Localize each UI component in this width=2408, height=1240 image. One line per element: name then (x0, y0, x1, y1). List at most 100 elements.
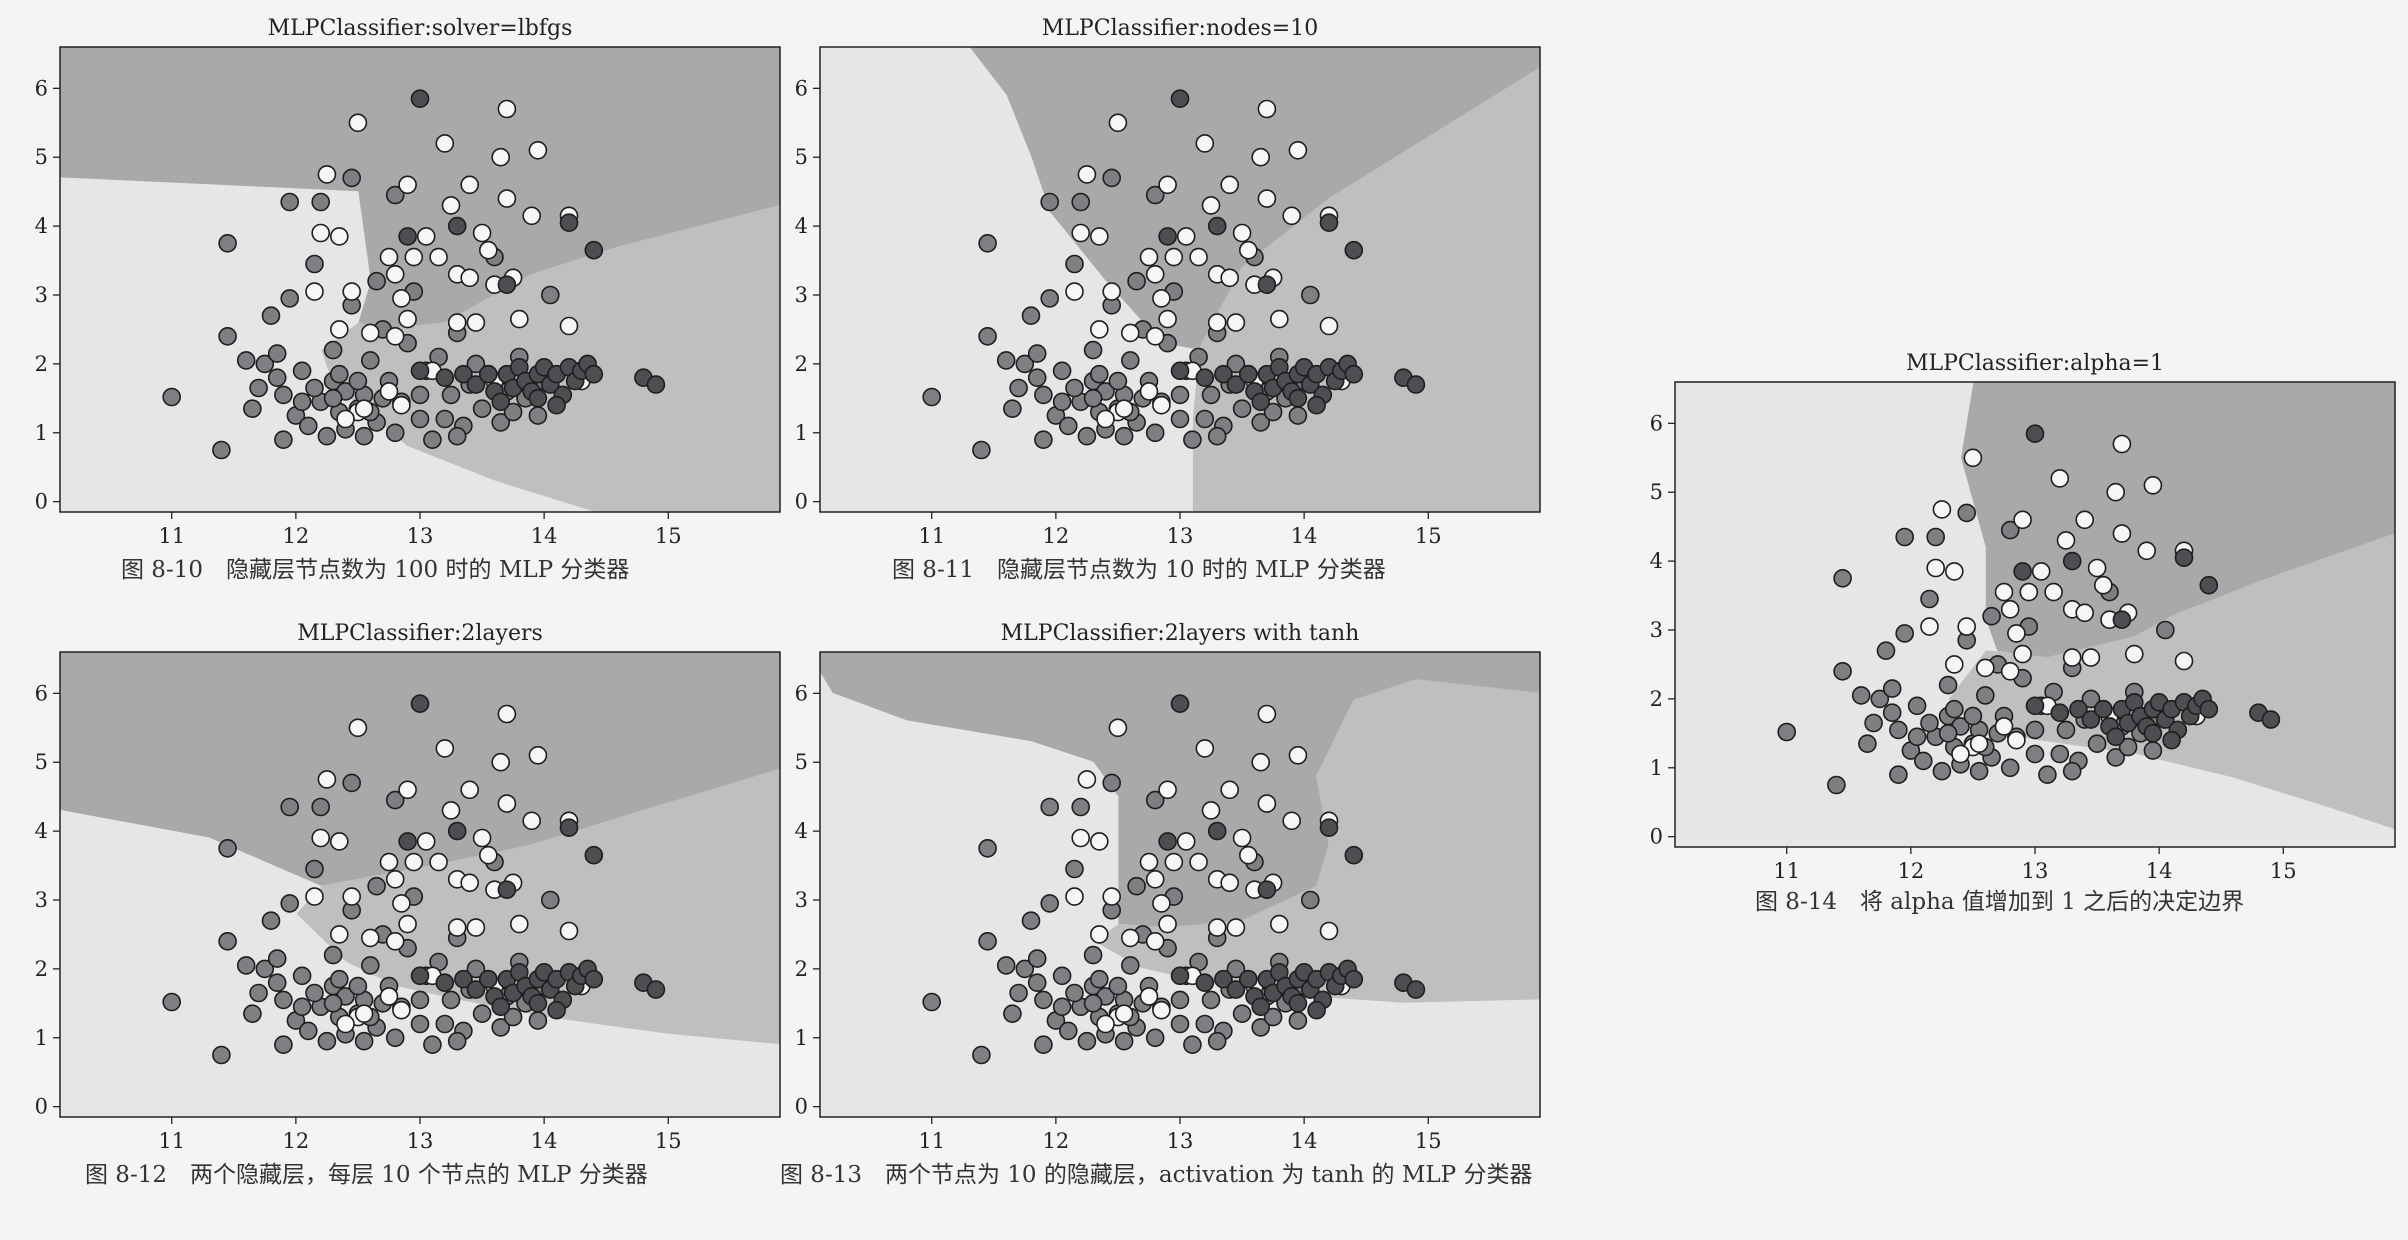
data-point-mid (1065, 254, 1084, 274)
data-point-light (348, 718, 368, 738)
data-point-light (2013, 510, 2032, 530)
data-point-light (478, 240, 498, 260)
data-point-mid (503, 402, 523, 422)
data-point-mid (354, 1031, 374, 1051)
data-point-dark (1257, 275, 1277, 295)
data-point-light (1269, 914, 1289, 934)
data-point-mid (280, 797, 300, 817)
data-point-mid (410, 1014, 430, 1034)
data-point-dark (1170, 694, 1190, 713)
data-point-light (497, 794, 517, 813)
data-point-light (392, 395, 411, 415)
data-point-dark (584, 364, 604, 384)
x-tick-label: 12 (1042, 524, 1069, 548)
data-point-mid (503, 1007, 523, 1027)
data-point-light (1120, 928, 1140, 948)
data-point-light (429, 247, 448, 267)
data-point-light (1201, 801, 1221, 820)
data-point-light (447, 918, 467, 937)
data-point-mid (1027, 949, 1047, 968)
data-point-light (1201, 196, 1221, 215)
data-point-light (2000, 661, 2020, 681)
data-point-mid (1263, 402, 1283, 422)
data-point-dark (2062, 551, 2082, 571)
data-point-dark (2174, 548, 2194, 567)
data-point-mid (1089, 364, 1109, 384)
x-tick-label: 11 (158, 1129, 185, 1153)
data-point-light (360, 323, 380, 343)
data-point-light (1189, 247, 1208, 267)
x-tick-label: 11 (1773, 859, 1800, 883)
data-point-light (1145, 326, 1165, 346)
data-point-light (1195, 739, 1215, 758)
y-tick-label: 6 (1650, 411, 1663, 435)
y-tick-label: 1 (35, 421, 48, 445)
data-point-dark (2199, 575, 2219, 595)
data-point-light (528, 746, 548, 765)
data-point-dark (2106, 727, 2126, 747)
data-point-mid (528, 1011, 548, 1030)
data-point-light (1071, 828, 1091, 848)
data-point-dark (2261, 710, 2281, 729)
y-tick-label: 4 (35, 819, 48, 843)
data-point-dark (1319, 818, 1339, 837)
data-point-mid (1207, 1031, 1227, 1051)
data-point-mid (267, 949, 287, 968)
data-point-light (392, 894, 411, 913)
data-point-light (1975, 658, 1995, 678)
data-point-light (447, 313, 467, 332)
data-point-mid (267, 368, 287, 388)
data-point-light (2075, 510, 2095, 530)
x-tick-label: 13 (1167, 1129, 1194, 1153)
data-point-light (435, 134, 455, 153)
data-point-mid (1003, 1004, 1022, 1024)
data-point-dark (497, 880, 517, 900)
data-point-light (1288, 746, 1308, 765)
data-point-mid (1034, 990, 1053, 1010)
data-point-light (416, 832, 436, 851)
data-point-mid (972, 1045, 991, 1065)
data-point-light (1102, 282, 1122, 301)
data-point-mid (323, 993, 343, 1013)
data-point-dark (410, 694, 430, 713)
data-point-light (379, 382, 399, 401)
y-tick-label: 1 (795, 421, 808, 445)
data-point-mid (1288, 1011, 1308, 1030)
y-tick-label: 0 (1650, 825, 1663, 849)
data-point-light (1251, 147, 1271, 167)
data-point-mid (1040, 797, 1060, 817)
data-point-mid (236, 956, 256, 975)
data-point-light (1158, 914, 1177, 934)
data-point-mid (218, 931, 237, 951)
data-point-mid (1864, 713, 1883, 733)
data-point-dark (447, 216, 467, 236)
data-point-light (1189, 852, 1208, 872)
data-point-light (1120, 323, 1140, 343)
y-tick-label: 6 (795, 681, 808, 705)
data-point-mid (410, 409, 430, 429)
y-tick-label: 4 (35, 214, 48, 238)
data-point-light (1257, 99, 1277, 119)
data-point-mid (348, 371, 368, 391)
data-point-mid (1089, 969, 1109, 989)
data-point-mid (1065, 859, 1084, 879)
data-point-light (441, 196, 461, 215)
data-point-light (2112, 434, 2132, 454)
data-point-dark (1251, 997, 1271, 1017)
x-tick-label: 14 (2146, 859, 2173, 883)
data-point-light (1145, 931, 1165, 951)
data-point-mid (329, 364, 349, 384)
data-point-mid (540, 890, 560, 910)
x-tick-label: 15 (655, 1129, 682, 1153)
data-point-mid (2000, 758, 2020, 778)
data-point-mid (1907, 727, 1927, 747)
data-point-mid (329, 969, 349, 989)
data-point-mid (385, 790, 405, 810)
data-point-light (1152, 289, 1171, 308)
y-tick-label: 6 (35, 76, 48, 100)
data-point-dark (2081, 710, 2101, 729)
data-point-mid (1938, 675, 1958, 695)
data-point-dark (1226, 980, 1246, 999)
data-point-dark (584, 969, 604, 989)
data-point-mid (2025, 744, 2045, 764)
